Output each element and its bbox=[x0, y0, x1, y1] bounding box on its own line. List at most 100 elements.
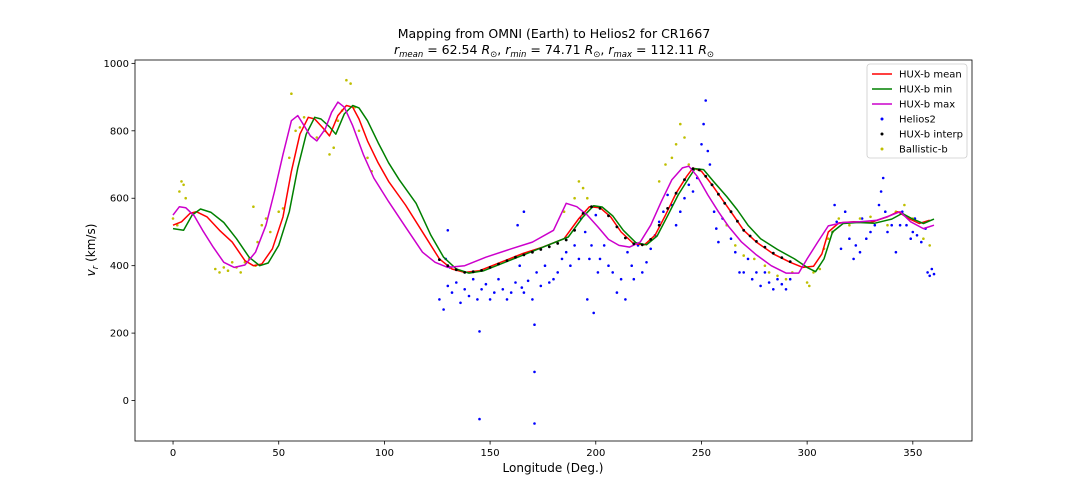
series-hux-b-max bbox=[172, 101, 935, 274]
data-point-ballistic-b bbox=[218, 271, 221, 274]
data-point-helios2 bbox=[583, 230, 587, 234]
x-tick-label: 250 bbox=[692, 448, 711, 459]
data-point-ballistic-b bbox=[264, 217, 268, 220]
data-point-ballistic-b bbox=[366, 156, 369, 160]
data-point-helios2 bbox=[632, 277, 636, 281]
data-point-helios2 bbox=[898, 223, 902, 227]
data-point-helios2 bbox=[594, 213, 598, 217]
data-point-helios2 bbox=[662, 210, 665, 213]
data-point-hux-b-interp bbox=[666, 207, 669, 210]
data-point-helios2 bbox=[548, 281, 551, 284]
data-point-helios2 bbox=[776, 277, 779, 281]
data-point-helios2 bbox=[666, 193, 669, 197]
data-point-helios2 bbox=[843, 210, 847, 213]
data-point-ballistic-b bbox=[928, 244, 931, 247]
data-point-helios2 bbox=[611, 271, 614, 274]
data-point-hux-b-interp bbox=[463, 271, 467, 274]
data-point-helios2 bbox=[674, 223, 678, 227]
y-tick-label: 0 bbox=[123, 396, 129, 407]
data-point-ballistic-b bbox=[858, 217, 862, 220]
data-point-helios2 bbox=[471, 277, 475, 281]
data-point-hux-b-interp bbox=[573, 228, 576, 232]
data-point-ballistic-b bbox=[298, 126, 302, 129]
data-point-helios2 bbox=[446, 284, 450, 288]
series-layer bbox=[171, 78, 936, 425]
data-point-hux-b-interp bbox=[729, 210, 733, 214]
data-point-helios2 bbox=[556, 271, 559, 274]
subtitle-max-value: 112.11 bbox=[650, 42, 694, 57]
data-point-helios2 bbox=[911, 230, 915, 234]
data-point-ballistic-b bbox=[674, 143, 678, 146]
data-point-ballistic-b bbox=[239, 271, 242, 274]
data-point-hux-b-interp bbox=[640, 243, 644, 247]
data-point-helios2 bbox=[645, 261, 648, 264]
data-point-ballistic-b bbox=[328, 153, 331, 156]
data-point-helios2 bbox=[932, 272, 936, 276]
data-point-helios2 bbox=[476, 298, 479, 301]
data-point-helios2 bbox=[691, 190, 695, 193]
data-point-helios2 bbox=[657, 220, 661, 224]
data-point-helios2 bbox=[869, 230, 872, 234]
data-point-ballistic-b bbox=[742, 254, 745, 257]
series-line-hux-b-min bbox=[172, 104, 935, 274]
chart-title: Mapping from OMNI (Earth) to Helios2 for… bbox=[398, 26, 711, 41]
data-point-helios2 bbox=[884, 210, 887, 213]
data-point-hux-b-interp bbox=[547, 245, 551, 249]
data-point-helios2 bbox=[649, 247, 652, 251]
data-point-helios2 bbox=[455, 281, 458, 284]
data-point-hux-b-interp bbox=[742, 228, 746, 232]
data-point-hux-b-interp bbox=[505, 259, 509, 262]
data-point-hux-b-interp bbox=[615, 225, 619, 229]
data-point-helios2 bbox=[480, 288, 483, 291]
data-point-hux-b-interp bbox=[780, 256, 784, 259]
data-point-ballistic-b bbox=[562, 210, 566, 213]
data-point-ballistic-b bbox=[848, 223, 851, 227]
data-point-helios2 bbox=[865, 237, 868, 240]
data-point-helios2 bbox=[746, 257, 750, 261]
data-point-helios2 bbox=[788, 277, 792, 281]
data-point-ballistic-b bbox=[664, 163, 667, 166]
data-point-hux-b-interp bbox=[590, 205, 593, 209]
data-point-hux-b-interp bbox=[497, 262, 500, 266]
data-point-ballistic-b bbox=[586, 196, 589, 200]
y-axis-label-group: vr (km/s) bbox=[84, 224, 101, 277]
data-point-helios2 bbox=[533, 422, 536, 425]
data-point-helios2 bbox=[463, 288, 467, 291]
data-point-helios2 bbox=[484, 282, 488, 286]
data-point-helios2 bbox=[881, 176, 885, 180]
data-point-helios2 bbox=[543, 264, 547, 268]
data-point-hux-b-interp bbox=[717, 192, 720, 196]
data-point-helios2 bbox=[493, 291, 496, 294]
legend: HUX-b mean HUX-b min HUX-b max Helios2 HUX-b… bbox=[866, 63, 968, 159]
data-point-helios2 bbox=[717, 240, 720, 244]
data-point-helios2 bbox=[514, 281, 517, 284]
data-point-ballistic-b bbox=[178, 190, 181, 193]
data-point-helios2 bbox=[619, 277, 623, 281]
data-point-helios2 bbox=[602, 244, 606, 247]
data-point-hux-b-interp bbox=[723, 201, 727, 205]
data-point-ballistic-b bbox=[226, 269, 230, 273]
data-point-helios2 bbox=[577, 257, 581, 261]
data-point-hux-b-interp bbox=[697, 168, 701, 172]
legend-frame bbox=[866, 63, 968, 159]
data-point-ballistic-b bbox=[230, 261, 234, 264]
data-point-hux-b-interp bbox=[438, 258, 441, 261]
data-point-ballistic-b bbox=[577, 180, 581, 183]
data-point-helios2 bbox=[573, 244, 576, 247]
data-point-hux-b-interp bbox=[581, 212, 585, 215]
data-point-ballistic-b bbox=[252, 205, 255, 208]
data-point-hux-b-interp bbox=[771, 251, 775, 255]
data-point-helios2 bbox=[478, 417, 481, 421]
data-point-helios2 bbox=[552, 277, 555, 281]
data-point-helios2 bbox=[877, 203, 881, 207]
data-point-helios2 bbox=[750, 277, 754, 281]
data-point-hux-b-interp bbox=[556, 242, 560, 245]
data-point-hux-b-interp bbox=[564, 238, 568, 242]
data-point-ballistic-b bbox=[277, 210, 281, 213]
data-point-helios2 bbox=[683, 196, 686, 200]
data-point-helios2 bbox=[488, 298, 492, 301]
data-point-helios2 bbox=[852, 257, 855, 261]
data-point-helios2 bbox=[501, 288, 505, 291]
series-ballistic-b bbox=[171, 78, 931, 288]
